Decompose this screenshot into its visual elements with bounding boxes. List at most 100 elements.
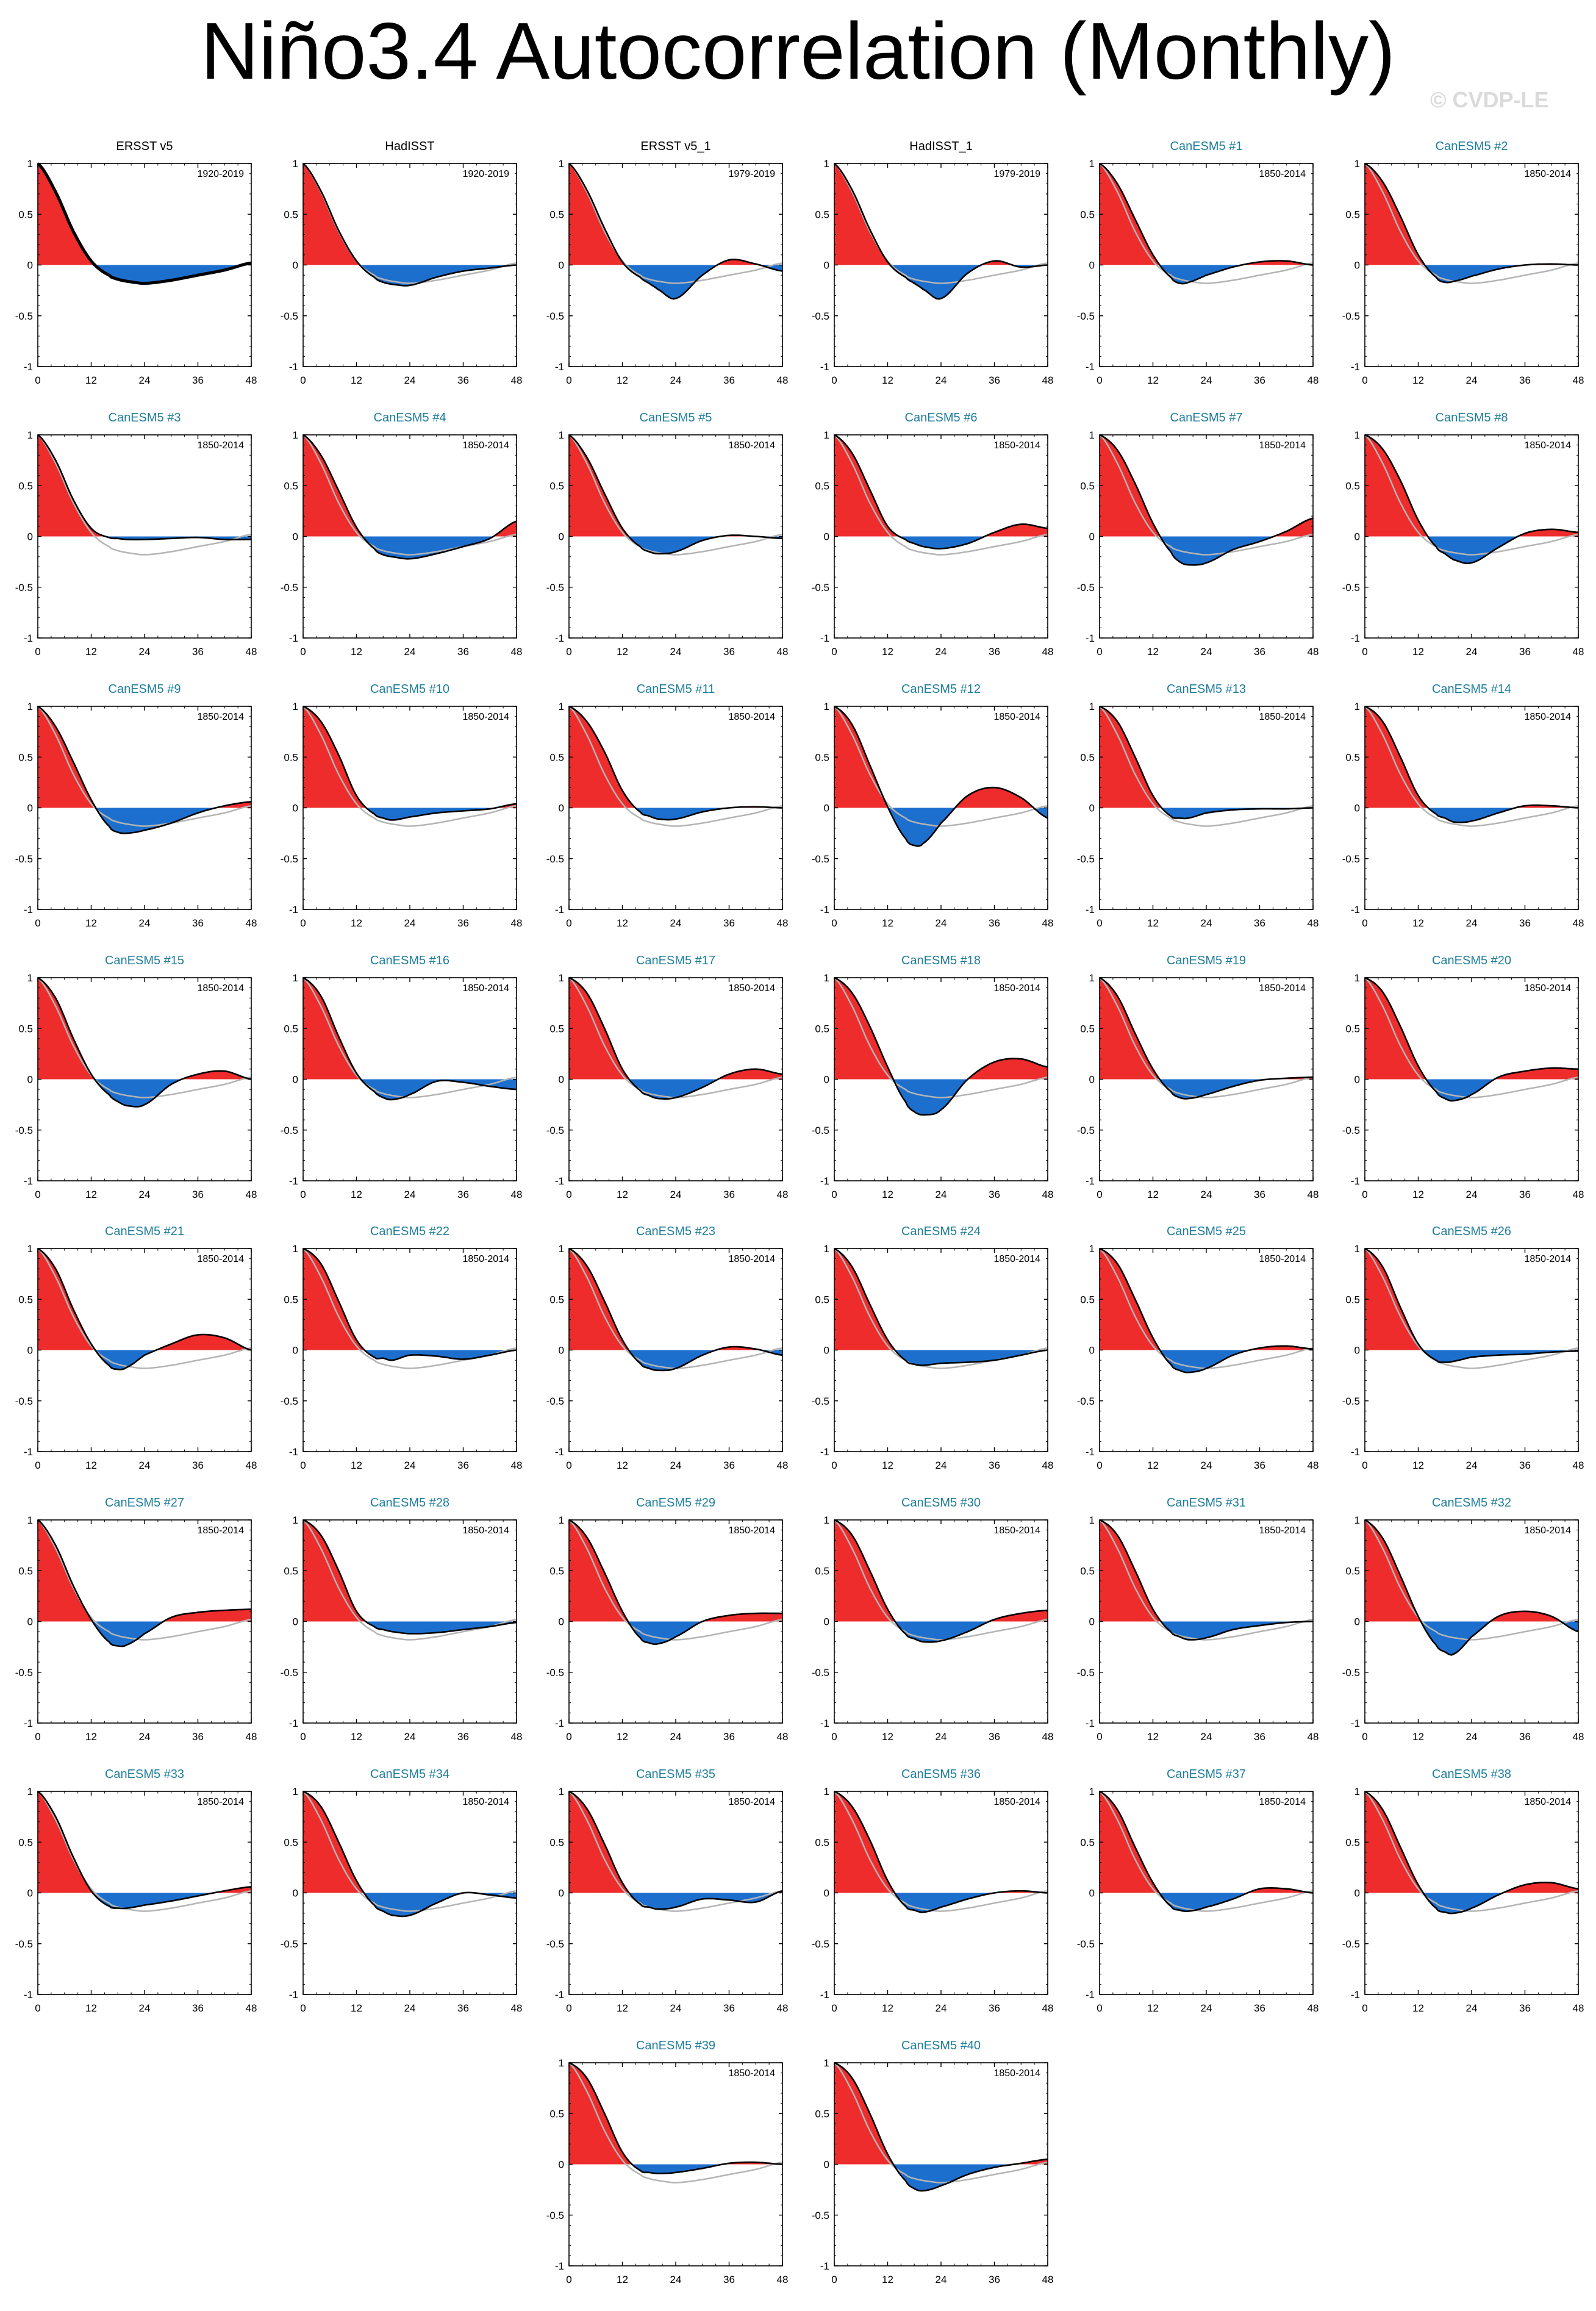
x-tick-label: 12 bbox=[882, 1460, 893, 1471]
data-point bbox=[1259, 1888, 1260, 1889]
data-point bbox=[1551, 1068, 1552, 1069]
x-tick-label: 12 bbox=[882, 917, 893, 929]
data-point bbox=[604, 493, 605, 494]
observed-reference-line bbox=[37, 1519, 252, 1641]
data-point bbox=[994, 260, 995, 261]
data-point bbox=[1551, 1882, 1552, 1883]
autocorrelation-line bbox=[1364, 434, 1579, 565]
x-tick-label: 12 bbox=[617, 1189, 628, 1200]
x-tick-label: 12 bbox=[1412, 917, 1424, 929]
x-tick-label: 48 bbox=[777, 2274, 789, 2285]
x-tick-label: 48 bbox=[511, 1460, 523, 1471]
x-tick-label: 36 bbox=[192, 1731, 204, 1743]
panel-period: 1850-2014 bbox=[993, 2068, 1040, 2079]
negative-fill bbox=[834, 536, 1048, 549]
x-tick-label: 12 bbox=[85, 1460, 97, 1471]
autocorrelation-line bbox=[37, 1791, 252, 1910]
y-tick-label: -1 bbox=[1086, 1989, 1095, 2001]
x-tick-label: 24 bbox=[670, 917, 682, 929]
x-tick-label: 0 bbox=[1097, 1189, 1102, 1200]
observed-reference-line bbox=[834, 163, 1048, 284]
positive-fill bbox=[569, 1520, 782, 1622]
panel-title: CanESM5 #1 bbox=[1170, 140, 1243, 153]
x-tick-label: 0 bbox=[300, 1189, 306, 1200]
negative-fill bbox=[569, 2164, 782, 2174]
y-tick-label: 0 bbox=[27, 260, 33, 271]
y-tick-label: 0.5 bbox=[1345, 480, 1360, 492]
x-tick-label: 24 bbox=[936, 1460, 947, 1471]
x-tick-label: 0 bbox=[1097, 1731, 1102, 1743]
x-tick-label: 12 bbox=[882, 1731, 893, 1743]
x-tick-label: 0 bbox=[1362, 1189, 1367, 1200]
data-point bbox=[144, 830, 145, 831]
panel-title: CanESM5 #9 bbox=[109, 683, 181, 696]
negative-fill bbox=[38, 1350, 251, 1370]
x-tick-label: 0 bbox=[1362, 917, 1367, 929]
data-point bbox=[55, 1816, 56, 1817]
watermark: © CVDP-LE bbox=[1430, 87, 1549, 112]
y-tick-label: -0.5 bbox=[546, 853, 564, 865]
x-tick-label: 12 bbox=[1412, 374, 1424, 386]
autocorrelation-line bbox=[568, 1790, 783, 1910]
y-tick-label: -1 bbox=[24, 904, 33, 915]
panel-period: 1850-2014 bbox=[728, 1525, 775, 1536]
observed-reference-line bbox=[568, 1519, 783, 1641]
x-tick-label: 36 bbox=[989, 374, 1000, 386]
data-point bbox=[1286, 1622, 1287, 1623]
y-tick-label: 0 bbox=[559, 1074, 564, 1086]
data-point bbox=[1400, 1307, 1401, 1308]
autocorrelation-line bbox=[834, 163, 1048, 300]
y-tick-label: 0 bbox=[559, 1616, 564, 1628]
y-tick-label: -0.5 bbox=[546, 2210, 564, 2221]
data-point bbox=[409, 1915, 410, 1916]
x-tick-label: 48 bbox=[246, 1189, 257, 1200]
observed-reference-line bbox=[1364, 163, 1579, 284]
x-tick-label: 48 bbox=[1308, 1189, 1319, 1200]
positive-fill bbox=[569, 706, 782, 808]
y-tick-label: -1 bbox=[24, 632, 33, 644]
positive-fill bbox=[569, 2063, 782, 2165]
data-point bbox=[73, 231, 74, 232]
y-tick-label: 0.5 bbox=[1080, 209, 1095, 220]
y-tick-label: -0.5 bbox=[15, 310, 33, 322]
y-tick-label: -1 bbox=[820, 361, 829, 373]
data-point bbox=[702, 1621, 703, 1622]
data-point bbox=[1400, 1575, 1401, 1576]
y-tick-label: 0.5 bbox=[815, 1294, 829, 1305]
x-tick-label: 12 bbox=[1412, 646, 1424, 657]
panel-title: CanESM5 #15 bbox=[105, 954, 184, 967]
y-tick-label: -0.5 bbox=[15, 853, 33, 865]
x-tick-label: 24 bbox=[404, 917, 416, 929]
data-point bbox=[55, 1545, 56, 1546]
x-tick-label: 0 bbox=[35, 1460, 40, 1471]
data-point bbox=[1179, 283, 1180, 284]
panel-period: 1850-2014 bbox=[197, 1525, 244, 1536]
y-tick-label: 0.5 bbox=[1345, 209, 1360, 220]
y-tick-label: -0.5 bbox=[1342, 310, 1360, 322]
data-point bbox=[604, 1028, 605, 1029]
y-tick-label: 0 bbox=[1089, 1888, 1095, 1899]
y-tick-label: -1 bbox=[1086, 1718, 1095, 1729]
autocorrelation-line bbox=[37, 976, 252, 1108]
y-tick-label: 1 bbox=[559, 2057, 564, 2069]
x-tick-label: 12 bbox=[351, 917, 362, 929]
y-tick-label: 0 bbox=[824, 260, 829, 271]
data-point bbox=[994, 1619, 995, 1620]
x-tick-label: 48 bbox=[1308, 646, 1319, 657]
x-tick-label: 36 bbox=[1519, 2002, 1531, 2014]
y-tick-label: 0 bbox=[1354, 1074, 1360, 1086]
y-tick-label: 0.5 bbox=[815, 480, 829, 492]
y-tick-label: 0 bbox=[293, 1345, 298, 1356]
y-tick-label: 0.5 bbox=[549, 1023, 564, 1034]
autocorrelation-line bbox=[834, 976, 1048, 1116]
panel-period: 1850-2014 bbox=[1524, 169, 1571, 179]
x-tick-label: 48 bbox=[1042, 1189, 1054, 1200]
y-tick-label: 0 bbox=[824, 803, 829, 814]
panel-title: CanESM5 #2 bbox=[1436, 140, 1508, 153]
y-tick-label: 1 bbox=[1089, 1243, 1095, 1255]
y-tick-label: 1 bbox=[824, 701, 829, 712]
data-point bbox=[436, 277, 437, 278]
x-tick-label: 48 bbox=[1042, 1460, 1054, 1471]
